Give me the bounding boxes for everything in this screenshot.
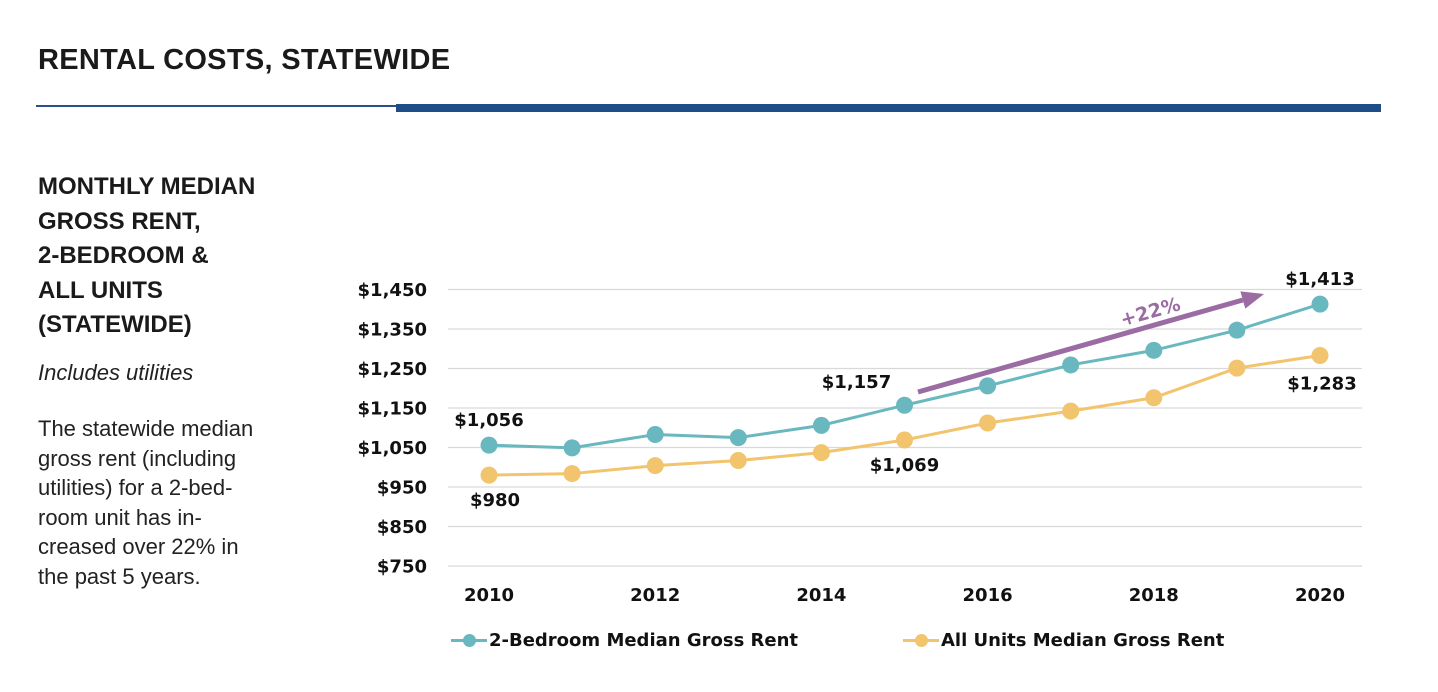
chart-heading: MONTHLY MEDIAN GROSS RENT, 2-BEDROOM & A… [38, 170, 308, 343]
page-title: RENTAL COSTS, STATEWIDE [38, 44, 451, 76]
chart-heading-line: 2-BEDROOM & [38, 242, 209, 269]
data-label: $1,283 [1287, 373, 1356, 394]
data-point [1062, 356, 1080, 374]
y-tick-label: $1,250 [358, 359, 427, 380]
legend-swatch-all-units [903, 626, 939, 654]
title-rule-thin [36, 105, 398, 107]
summary-text: The statewide median gross rent (includi… [38, 414, 288, 591]
legend-label: 2-Bedroom Median Gross Rent [489, 629, 799, 651]
data-point [729, 452, 747, 470]
legend-item-2-bedroom: 2-Bedroom Median Gross Rent [451, 626, 798, 654]
data-label: $1,413 [1285, 269, 1354, 290]
data-point [1311, 346, 1329, 364]
data-point [1145, 389, 1163, 407]
data-point [1311, 295, 1329, 313]
x-tick-label: 2012 [630, 585, 680, 606]
series-line [488, 302, 1321, 450]
x-tick-label: 2020 [1295, 585, 1345, 606]
utilities-note: Includes utilities [38, 360, 194, 385]
summary-line: the past 5 years. [38, 563, 201, 589]
data-point [1228, 359, 1246, 377]
data-point [896, 431, 913, 449]
increase-arrow-shaft [917, 297, 1244, 395]
x-tick-label: 2016 [963, 585, 1013, 606]
data-point [896, 396, 913, 414]
chart-heading-line: (STATEWIDE) [38, 311, 192, 338]
data-point [812, 416, 830, 434]
x-tick-label: 2010 [464, 585, 514, 606]
data-point [1062, 402, 1080, 420]
legend-item-all-units: All Units Median Gross Rent [903, 626, 1224, 654]
title-rule-thick [396, 104, 1381, 112]
y-tick-label: $1,350 [358, 320, 427, 341]
y-tick-label: $1,450 [358, 280, 427, 301]
data-point [1145, 341, 1163, 359]
chart-heading-line: ALL UNITS [38, 276, 163, 304]
legend-dot [915, 634, 928, 647]
data-point [563, 465, 581, 483]
increase-arrow-head [1240, 291, 1264, 309]
chart-heading-line: GROSS RENT, [38, 207, 201, 235]
data-label: $1,056 [454, 410, 523, 431]
x-tick-label: 2014 [796, 585, 846, 606]
data-point [646, 457, 664, 475]
y-tick-label: $950 [377, 478, 427, 499]
summary-line: room unit has in- [38, 504, 202, 530]
data-point [812, 444, 830, 462]
summary-line: The statewide median [38, 416, 254, 441]
chart-heading-line: MONTHLY MEDIAN [38, 173, 256, 200]
data-label: $1,069 [870, 455, 939, 476]
data-point [979, 377, 997, 395]
legend-label: All Units Median Gross Rent [941, 629, 1225, 651]
y-tick-label: $750 [377, 557, 427, 578]
summary-line: gross rent (including [38, 445, 237, 471]
legend-dot [463, 634, 476, 647]
summary-line: utilities) for a 2-bed- [38, 475, 233, 500]
data-point [729, 429, 747, 447]
data-point [646, 425, 664, 443]
data-point [1228, 321, 1246, 339]
summary-line: creased over 22% in [38, 534, 239, 559]
y-tick-label: $1,050 [358, 438, 427, 459]
y-tick-label: $1,150 [358, 399, 427, 420]
data-label: $980 [470, 490, 520, 511]
data-point [480, 466, 498, 484]
data-label: $1,157 [822, 372, 891, 393]
data-point [480, 436, 498, 454]
data-point [979, 414, 997, 432]
x-tick-label: 2018 [1129, 585, 1179, 606]
legend-swatch-2-bedroom [451, 626, 487, 654]
y-tick-label: $850 [377, 517, 427, 538]
data-point [563, 439, 581, 457]
